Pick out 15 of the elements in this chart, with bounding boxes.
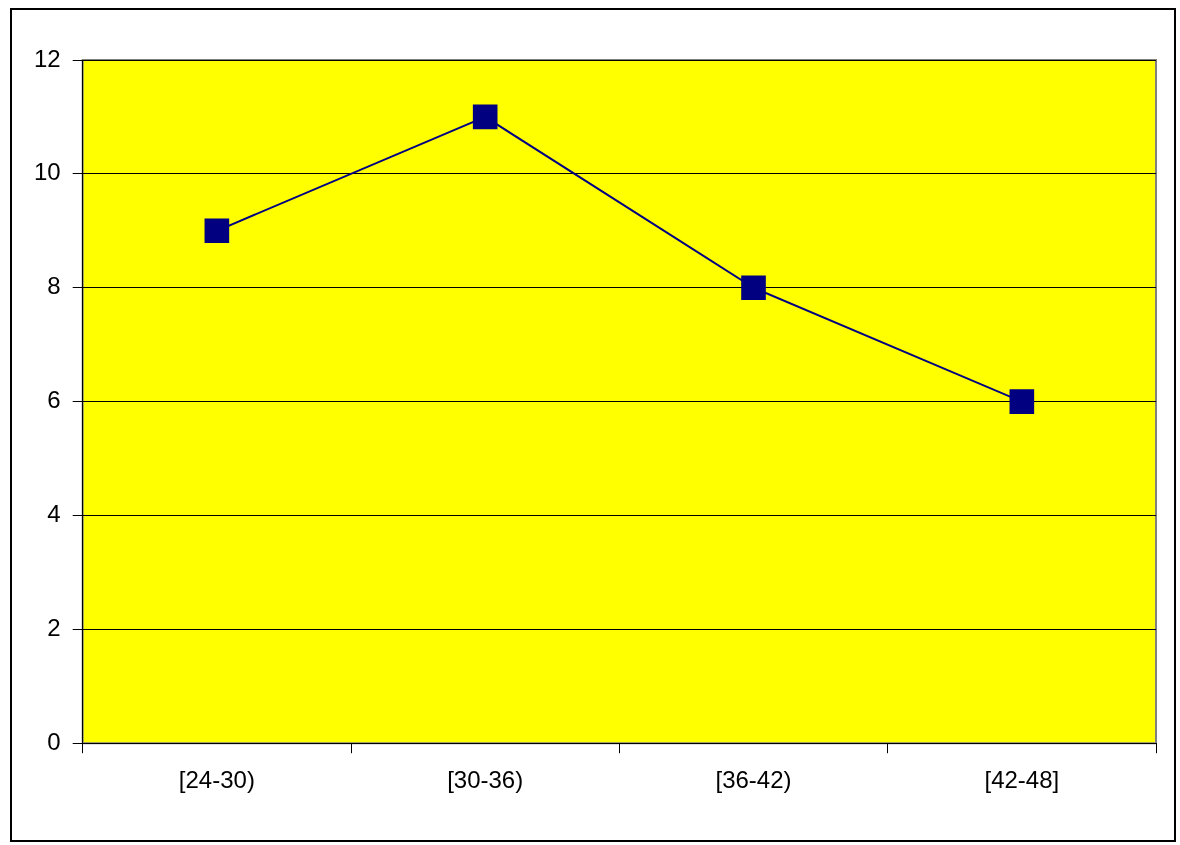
y-tick-label: 12 bbox=[33, 44, 61, 72]
y-tick-label: 4 bbox=[47, 500, 61, 528]
y-tick-label: 0 bbox=[47, 727, 61, 755]
point bbox=[1009, 389, 1035, 414]
y-tick-label: 10 bbox=[33, 158, 61, 186]
x-tick-label: [42-48] bbox=[984, 766, 1060, 794]
y-tick-label: 6 bbox=[47, 386, 61, 414]
point bbox=[741, 275, 766, 301]
point bbox=[472, 104, 498, 130]
x-tick-label: [24-30) bbox=[178, 766, 255, 794]
x-tick-label: [30-36) bbox=[447, 766, 524, 794]
y-tick-label: 2 bbox=[47, 613, 61, 641]
y-tick-label: 8 bbox=[47, 272, 61, 300]
point bbox=[204, 218, 230, 244]
x-tick-label: [36-42) bbox=[715, 766, 792, 794]
